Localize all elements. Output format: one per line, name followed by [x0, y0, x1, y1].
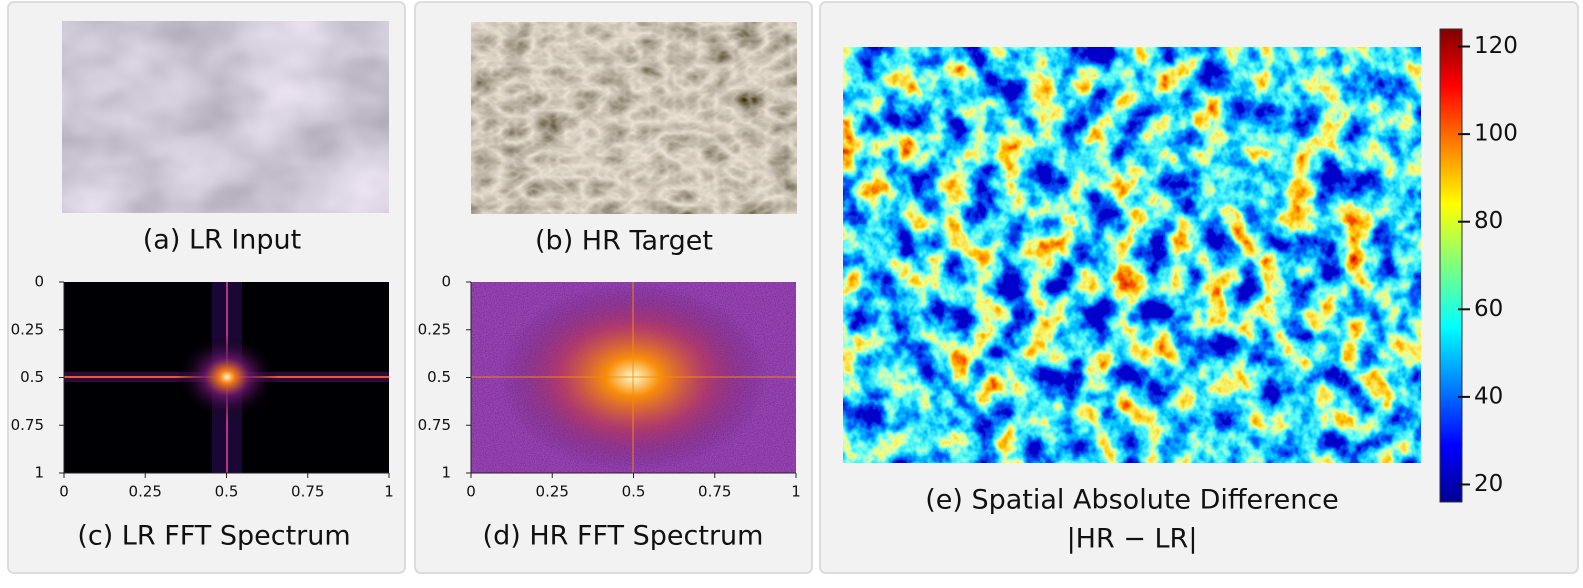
x-tick-label: 0.25 — [129, 483, 162, 501]
caption: (e) Spatial Absolute Difference — [925, 485, 1339, 516]
y-tick-label: 0 — [441, 273, 451, 291]
colorbar-tick-label: 100 — [1474, 121, 1518, 147]
x-tick-label: 0.25 — [536, 483, 569, 501]
caption: |HR − LR| — [1067, 524, 1198, 555]
x-tick-label: 0 — [59, 483, 69, 501]
y-tick-label: 0.5 — [20, 368, 44, 386]
x-tick-label: 0.75 — [291, 483, 324, 501]
y-tick-label: 0.75 — [418, 416, 451, 434]
caption: (a) LR Input — [143, 225, 302, 256]
x-tick-label: 1 — [791, 483, 801, 501]
y-tick-label: 0 — [34, 273, 44, 291]
y-tick-label: 0.25 — [418, 320, 451, 338]
y-tick-label: 0.25 — [11, 320, 44, 338]
colorbar-tick-label: 80 — [1474, 208, 1503, 234]
colorbar — [1439, 28, 1463, 503]
y-tick-label: 1 — [34, 464, 44, 482]
y-tick-label: 0.75 — [11, 416, 44, 434]
colorbar-tick-label: 20 — [1474, 471, 1503, 497]
colorbar-tick-label: 120 — [1474, 33, 1518, 59]
caption: (b) HR Target — [535, 226, 713, 257]
x-tick-label: 0 — [466, 483, 476, 501]
lr-image — [62, 21, 389, 213]
y-tick-label: 0.5 — [427, 368, 451, 386]
y-tick-label: 1 — [441, 464, 451, 482]
lr-fft-image — [64, 282, 389, 473]
x-tick-label: 0.75 — [698, 483, 731, 501]
x-tick-label: 0.5 — [622, 483, 646, 501]
difference-heatmap — [843, 47, 1421, 463]
hr-image — [471, 22, 797, 214]
colorbar-tick-label: 60 — [1474, 296, 1503, 322]
x-tick-label: 1 — [384, 483, 394, 501]
caption: (c) LR FFT Spectrum — [77, 521, 350, 552]
caption: (d) HR FFT Spectrum — [483, 521, 764, 552]
x-tick-label: 0.5 — [215, 483, 239, 501]
colorbar-tick-label: 40 — [1474, 383, 1503, 409]
hr-fft-image — [471, 282, 796, 473]
